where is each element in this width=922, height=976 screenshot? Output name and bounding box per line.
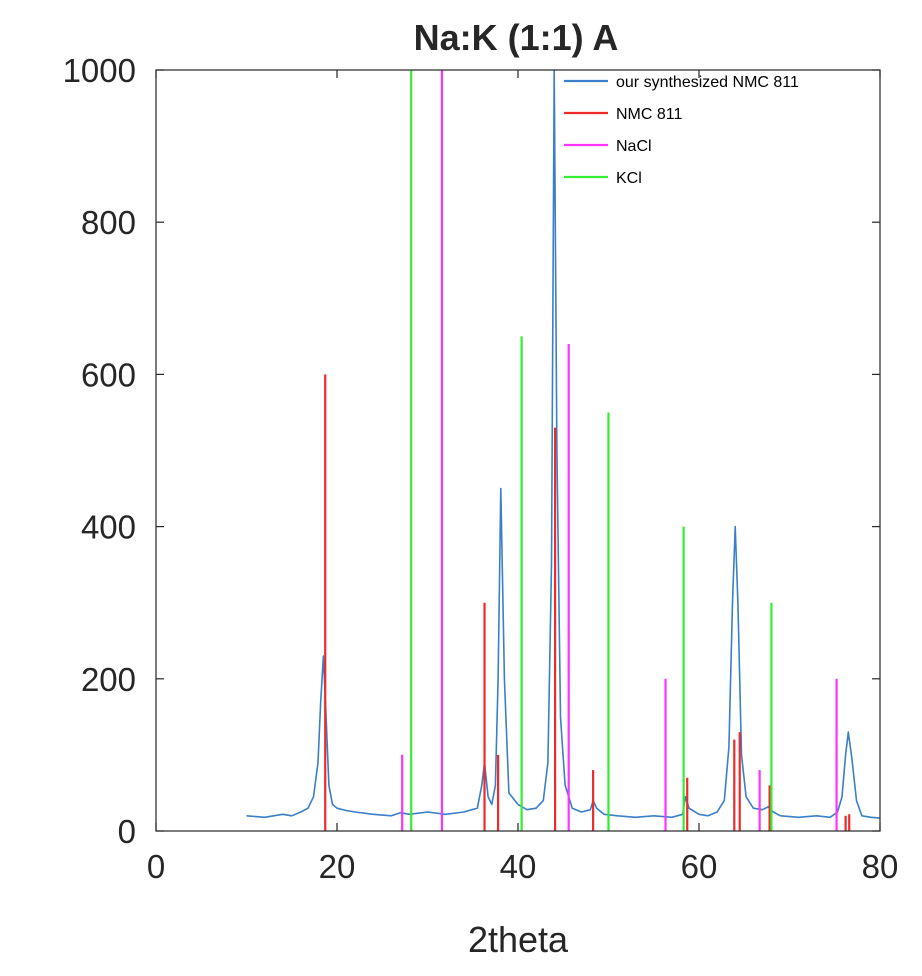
y-tick-label-4: 800 [81, 204, 136, 241]
x-tick-label-1: 20 [319, 848, 356, 885]
x-tick-label-2: 40 [500, 848, 537, 885]
y-tick-label-3: 600 [81, 356, 136, 393]
y-tick-label-1: 200 [81, 661, 136, 698]
legend-label-kcl: KCl [616, 170, 642, 187]
plot-area [246, 69, 881, 831]
x-tick-label-4: 80 [862, 848, 899, 885]
y-tick-label-5: 1000 [63, 52, 136, 89]
legend-label-our-synthesized-nmc-811: our synthesized NMC 811 [616, 74, 799, 91]
x-tick-label-3: 60 [681, 848, 718, 885]
y-tick-label-0: 0 [118, 813, 136, 850]
y-tick-label-2: 400 [81, 509, 136, 546]
legend: our synthesized NMC 811 NMC 811 NaCl KCl [564, 74, 799, 187]
chart-title: Na:K (1:1) A [414, 17, 619, 58]
x-tick-label-0: 0 [147, 848, 165, 885]
legend-label-nacl: NaCl [616, 138, 652, 155]
legend-label-nmc-811: NMC 811 [616, 106, 682, 123]
x-axis-label: 2theta [468, 919, 569, 960]
